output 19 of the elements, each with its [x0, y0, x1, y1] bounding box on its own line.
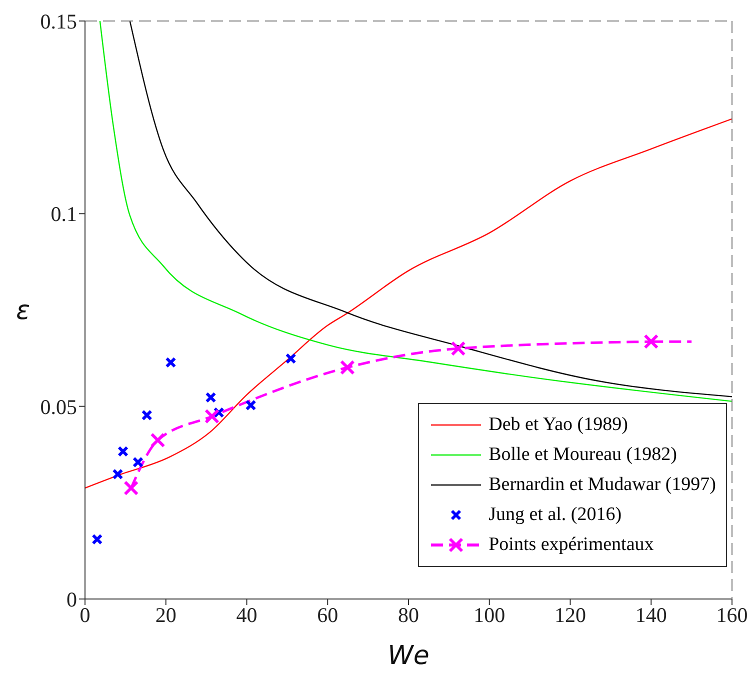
x-tick-label: 80: [398, 602, 419, 627]
x-tick-label: 60: [317, 602, 338, 627]
x-tick-label: 100: [474, 602, 506, 627]
x-tick-label: 120: [554, 602, 586, 627]
legend-label: Jung et al. (2016): [488, 504, 622, 526]
legend-label: Deb et Yao (1989): [488, 414, 628, 436]
legend-label: Bolle et Moureau (1982): [488, 444, 677, 466]
y-tick-label: 0: [66, 587, 77, 612]
x-tick-label: 20: [155, 602, 176, 627]
legend-label: Points expérimentaux: [488, 534, 654, 556]
x-tick-label: 160: [716, 602, 748, 627]
y-tick-label: 0.15: [40, 9, 77, 34]
x-tick-label: 140: [635, 602, 667, 627]
y-axis-title: ε: [16, 296, 30, 326]
x-axis-title: We: [388, 641, 430, 671]
legend-label: Bernardin et Mudawar (1997): [488, 474, 716, 496]
y-tick-label: 0.1: [50, 202, 77, 226]
x-tick-label: 40: [236, 602, 258, 627]
y-tick-label: 0.05: [40, 394, 77, 419]
